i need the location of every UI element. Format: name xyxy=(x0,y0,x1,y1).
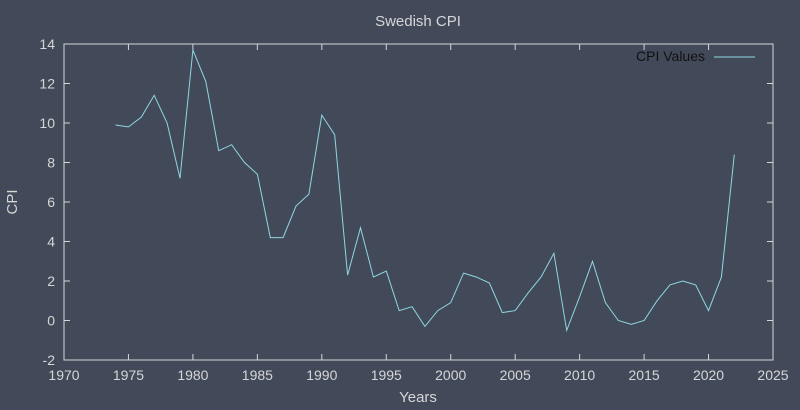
legend: CPI Values xyxy=(636,48,755,64)
y-tick-label: 4 xyxy=(47,234,55,250)
x-tick-label: 1980 xyxy=(177,367,208,383)
x-axis-label: Years xyxy=(399,389,437,406)
x-tick-label: 1975 xyxy=(113,367,144,383)
y-tick-label: -2 xyxy=(43,352,56,368)
x-tick-label: 2020 xyxy=(693,367,724,383)
x-tick-label: 1990 xyxy=(306,367,337,383)
y-tick-label: 10 xyxy=(39,115,55,131)
chart-title: Swedish CPI xyxy=(375,13,461,30)
plot-frame xyxy=(63,43,774,361)
y-tick-label: 0 xyxy=(47,313,55,329)
y-tick-label: 12 xyxy=(39,76,55,92)
y-axis-label: CPI xyxy=(4,189,21,214)
y-tick-label: 2 xyxy=(47,273,55,289)
legend-label: CPI Values xyxy=(636,48,705,64)
y-tick-label: 6 xyxy=(47,194,55,210)
x-tick-label: 1985 xyxy=(242,367,273,383)
x-tick-label: 2000 xyxy=(435,367,466,383)
x-tick-label: 1970 xyxy=(48,367,79,383)
series-group xyxy=(115,49,735,333)
x-tick-label: 2005 xyxy=(500,367,531,383)
y-tick-label: 8 xyxy=(47,155,55,171)
x-tick-label: 2010 xyxy=(564,367,595,383)
x-tick-label: 2015 xyxy=(629,367,660,383)
x-tick-label: 1995 xyxy=(371,367,402,383)
series-line xyxy=(115,49,735,333)
y-tick-label: 14 xyxy=(39,36,55,52)
x-tick-label: 2025 xyxy=(757,367,788,383)
ticks: 1970 1975 1980 1985 1990 1995 2000 2005 2010 2015… xyxy=(39,36,788,383)
